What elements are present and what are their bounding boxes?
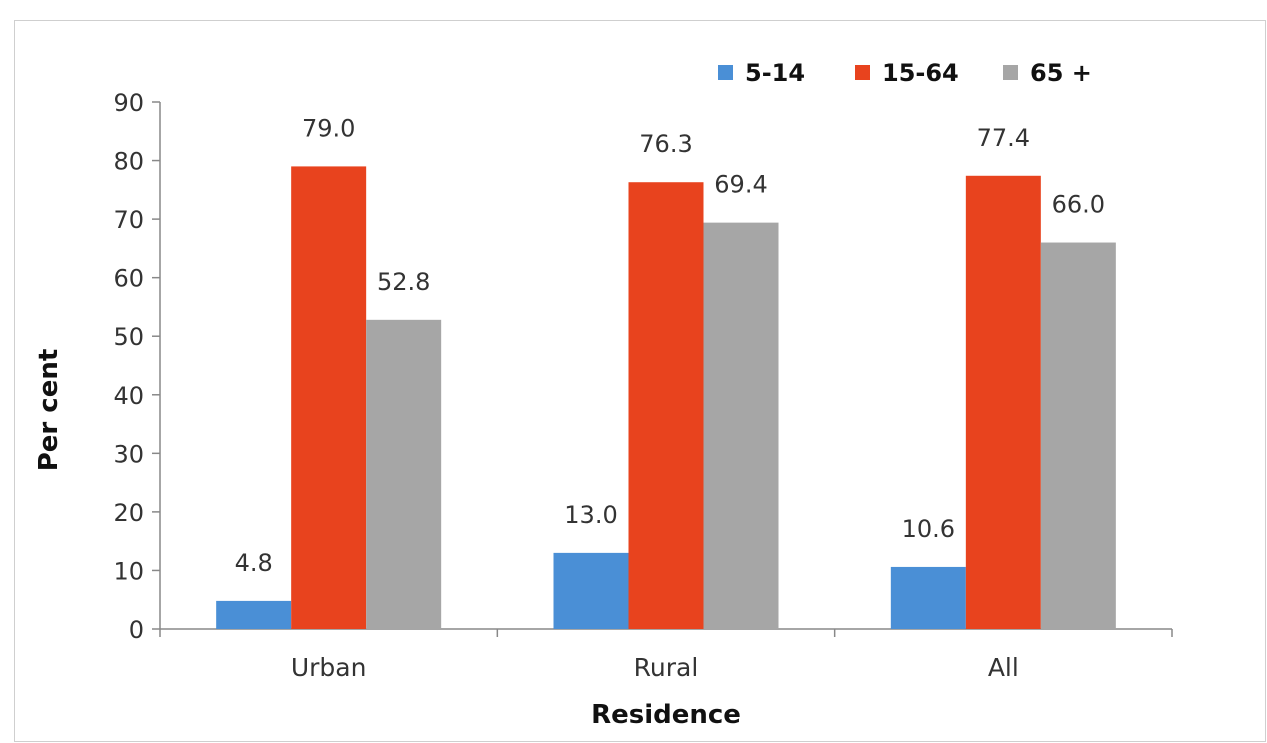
y-tick-label: 90: [113, 89, 144, 117]
legend-label: 65 +: [1030, 59, 1092, 87]
data-label: 77.4: [977, 124, 1030, 152]
legend-swatch: [855, 65, 870, 80]
y-tick-label: 10: [113, 557, 144, 585]
legend: 5-14 15-64 65 +: [718, 59, 1092, 87]
x-category-label: Rural: [634, 653, 699, 682]
data-label: 10.6: [902, 515, 955, 543]
bars: [216, 166, 1116, 630]
bar-65-rural: [703, 222, 779, 629]
data-label: 66.0: [1052, 191, 1105, 219]
y-tick-label: 50: [113, 323, 144, 351]
y-axis: 0 10 20 30 40 50 60 70 80 90: [113, 89, 161, 644]
legend-swatch: [718, 65, 733, 80]
legend-label: 5-14: [745, 59, 805, 87]
bar-5-14-urban: [216, 600, 292, 629]
y-tick-label: 40: [113, 382, 144, 410]
bar-15-64-rural: [628, 182, 704, 629]
data-label: 13.0: [564, 501, 617, 529]
y-tick-label: 0: [129, 616, 144, 644]
y-tick-label: 60: [113, 265, 144, 293]
data-label: 52.8: [377, 268, 430, 296]
bar-65-all: [1040, 242, 1116, 630]
y-tick-label: 30: [113, 440, 144, 468]
data-label: 79.0: [302, 114, 355, 142]
y-axis-title: Per cent: [34, 349, 64, 472]
x-axis-title: Residence: [591, 700, 741, 730]
y-tick-label: 80: [113, 148, 144, 176]
legend-swatch: [1003, 65, 1018, 80]
data-labels: 4.8 79.0 52.8 13.0 76.3 69.4 10.6 77.4 66.0: [235, 114, 1105, 576]
bar-5-14-rural: [553, 552, 629, 629]
data-label: 4.8: [235, 549, 273, 577]
bar-5-14-all: [890, 566, 966, 629]
legend-label: 15-64: [882, 59, 959, 87]
data-label: 69.4: [714, 171, 767, 199]
bar-15-64-urban: [291, 166, 367, 629]
x-category-label: All: [988, 653, 1019, 682]
x-category-label: Urban: [291, 653, 367, 682]
bar-65-urban: [366, 319, 442, 629]
y-tick-label: 20: [113, 499, 144, 527]
x-axis: Urban Rural All: [159, 628, 1173, 682]
y-tick-label: 70: [113, 206, 144, 234]
data-label: 76.3: [639, 130, 692, 158]
bar-15-64-all: [965, 175, 1041, 629]
